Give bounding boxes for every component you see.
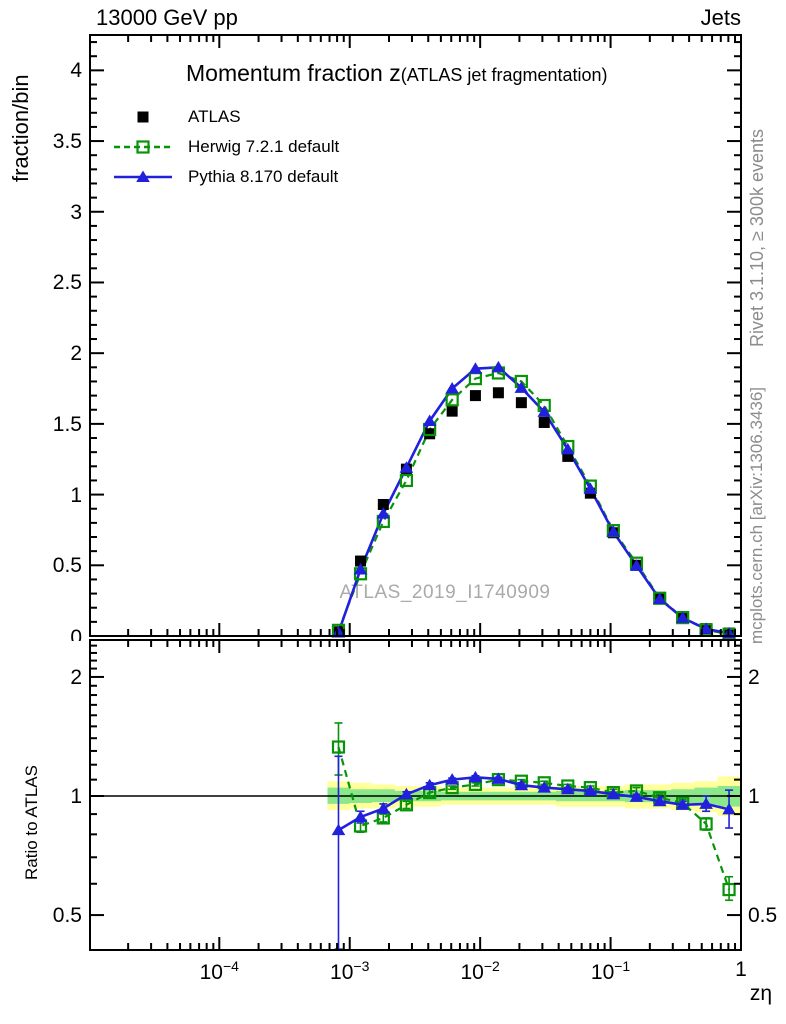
main-y-tick-label: 0	[70, 626, 82, 641]
x-tick-label: 10−2	[460, 958, 500, 984]
main-y-tick-label: 1.5	[52, 412, 82, 436]
atlas-data-marker-icon	[137, 111, 149, 123]
x-tick-label: 10−1	[590, 958, 631, 984]
plot-title-sub: (ATLAS jet fragmentation)	[400, 65, 608, 85]
plot-title-main: Momentum fraction z	[186, 60, 401, 86]
legend-item-herwig: Herwig 7.2.1 default	[112, 132, 339, 162]
legend-label: ATLAS	[188, 107, 241, 126]
main-y-tick-label: 3.5	[52, 130, 82, 154]
ratio-y-tick-label-right: 0.5	[748, 904, 778, 928]
legend-item-pythia: Pythia 8.170 default	[112, 162, 339, 192]
pythia-line-marker-icon	[114, 170, 172, 182]
main-y-tick-label: 1	[70, 483, 82, 507]
legend-item-atlas: ATLAS	[112, 102, 339, 132]
x-tick-label: 10−3	[330, 958, 370, 984]
ratio-panel-frame	[89, 639, 742, 951]
legend-label: Pythia 8.170 default	[188, 167, 339, 186]
main-y-tick-label: 3	[70, 200, 82, 224]
main-panel-frame	[89, 34, 742, 637]
beam-energy-label: 13000 GeV pp	[96, 5, 238, 30]
ratio-y-tick-label-right: 2	[748, 665, 760, 689]
analysis-watermark: ATLAS_2019_I1740909	[339, 582, 551, 603]
x-axis-title: zη	[749, 982, 772, 1005]
main-y-tick-label: 0.5	[52, 554, 82, 578]
ratio-y-tick-label-right: 1	[748, 785, 760, 808]
legend: ATLAS Herwig 7.2.1 default Pythia 8.170 …	[112, 102, 339, 192]
x-tick-label: 1	[735, 958, 747, 981]
plot-title: Momentum fraction z(ATLAS jet fragmentat…	[186, 60, 608, 87]
main-y-tick-label: 2	[70, 342, 82, 366]
ratio-y-tick-label: 0.5	[52, 904, 82, 928]
legend-label: Herwig 7.2.1 default	[188, 137, 340, 156]
process-label: Jets	[700, 5, 741, 30]
herwig-line-marker-icon	[114, 140, 172, 154]
ratio-y-tick-label: 2	[70, 665, 82, 689]
ratio-y-tick-label: 1	[70, 785, 82, 808]
main-y-tick-label: 4	[70, 59, 82, 83]
x-tick-label: 10−4	[199, 958, 239, 984]
main-y-tick-label: 2.5	[52, 271, 82, 295]
